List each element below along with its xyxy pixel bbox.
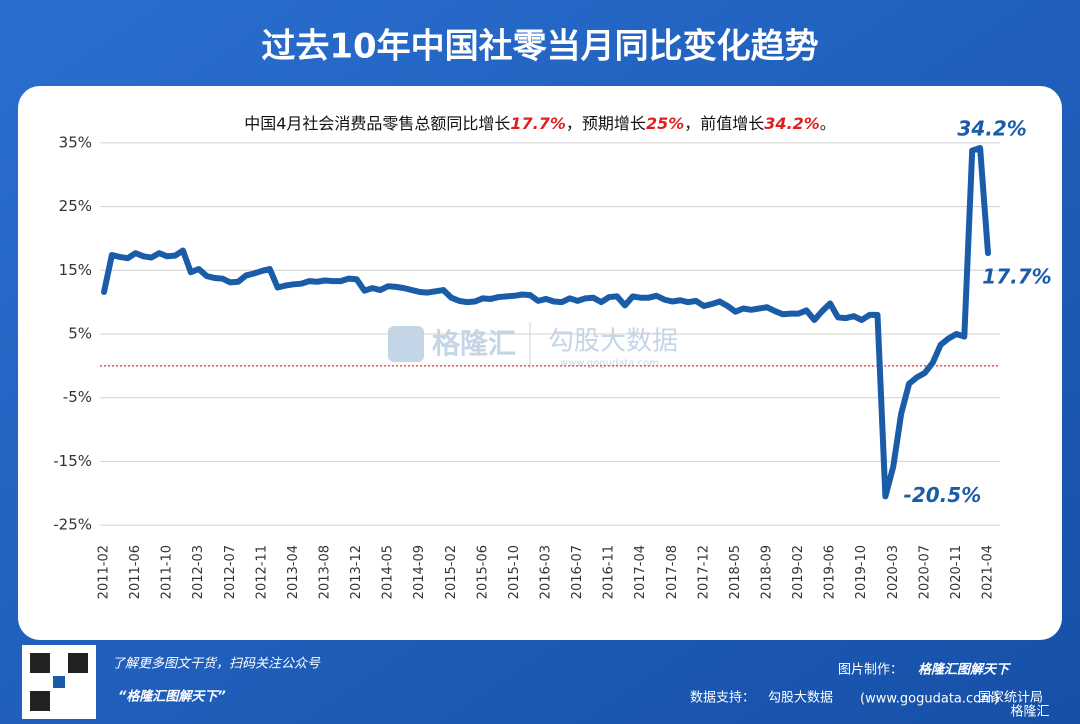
x-tick-label: 2014-05 bbox=[381, 545, 396, 599]
qr-code-part bbox=[68, 653, 88, 673]
x-tick-label: 2013-08 bbox=[318, 545, 333, 599]
footer-text: 数据支持： bbox=[690, 691, 755, 706]
y-tick-label: -5% bbox=[63, 388, 92, 406]
subtitle-part: ，前值增长 bbox=[684, 114, 764, 133]
y-tick-label: -25% bbox=[53, 516, 92, 534]
footer: 了解更多图文干货，扫码关注公众号 “格隆汇图解天下” 图片制作： 格隆汇图解天下… bbox=[22, 645, 1050, 720]
x-tick-label: 2021-04 bbox=[981, 545, 996, 599]
footer-text: 格隆汇图解天下 bbox=[918, 662, 1012, 678]
qr-code-part bbox=[53, 676, 65, 688]
subtitle-part: 中国4月社会消费品零售总额同比增长 bbox=[244, 114, 510, 133]
x-tick-label: 2016-11 bbox=[602, 545, 617, 599]
x-tick-label: 2020-07 bbox=[917, 545, 932, 599]
subtitle-part: 34.2% bbox=[764, 114, 820, 133]
qr-code-part bbox=[30, 653, 50, 673]
card bbox=[18, 86, 1062, 640]
x-tick-label: 2011-02 bbox=[97, 545, 112, 599]
x-tick-label: 2013-04 bbox=[286, 545, 301, 599]
watermark-logo bbox=[388, 326, 424, 362]
watermark: 格隆汇 勾股大数据 www.gogudata.com bbox=[388, 322, 678, 369]
x-tick-label: 2012-03 bbox=[191, 545, 206, 599]
y-tick-label: 35% bbox=[59, 133, 92, 151]
x-tick-label: 2016-03 bbox=[539, 545, 554, 599]
y-tick-label: -15% bbox=[53, 452, 92, 470]
watermark-text: www.gogudata.com bbox=[560, 358, 659, 369]
footer-text: 图片制作： bbox=[838, 663, 903, 678]
x-tick-label: 2018-09 bbox=[760, 545, 775, 599]
x-tick-label: 2015-06 bbox=[475, 545, 490, 599]
footer-text: (www.gogudata.com) bbox=[860, 692, 999, 707]
x-tick-label: 2020-03 bbox=[886, 545, 901, 599]
watermark-text: 格隆汇 bbox=[432, 327, 516, 360]
x-tick-label: 2015-02 bbox=[444, 545, 459, 599]
x-tick-label: 2016-07 bbox=[570, 545, 585, 599]
x-tick-label: 2017-04 bbox=[633, 545, 648, 599]
data-label: -20.5% bbox=[904, 483, 982, 507]
y-tick-label: 15% bbox=[59, 261, 92, 279]
footer-logo: 格隆汇 bbox=[1010, 704, 1049, 720]
x-tick-label: 2012-07 bbox=[223, 545, 238, 599]
x-tick-label: 2014-09 bbox=[412, 545, 427, 599]
y-tick-label: 25% bbox=[59, 197, 92, 215]
x-tick-label: 2019-06 bbox=[823, 545, 838, 599]
x-tick-label: 2018-05 bbox=[728, 545, 743, 599]
data-label: 17.7% bbox=[982, 265, 1051, 289]
qr-code-part bbox=[30, 691, 50, 711]
subtitle-part: 17.7% bbox=[510, 114, 566, 133]
footer-text: 勾股大数据 bbox=[768, 691, 833, 706]
chart-title: 过去10年中国社零当月同比变化趋势 bbox=[261, 27, 818, 67]
x-tick-label: 2011-06 bbox=[128, 545, 143, 599]
footer-text: “格隆汇图解天下” bbox=[118, 689, 226, 705]
x-tick-label: 2013-12 bbox=[349, 545, 364, 599]
footer-text: 国家统计局 bbox=[978, 690, 1043, 706]
x-tick-label: 2012-11 bbox=[254, 545, 269, 599]
x-tick-label: 2020-11 bbox=[949, 545, 964, 599]
x-tick-label: 2019-10 bbox=[854, 545, 869, 599]
subtitle-part: ，预期增长 bbox=[566, 114, 646, 133]
subtitle: 中国4月社会消费品零售总额同比增长17.7%，预期增长25%，前值增长34.2%… bbox=[244, 114, 836, 133]
subtitle-part: 25% bbox=[646, 114, 684, 133]
footer-text: 了解更多图文干货，扫码关注公众号 bbox=[112, 656, 321, 672]
line-series bbox=[101, 145, 991, 500]
x-tick-label: 2017-08 bbox=[665, 545, 680, 599]
subtitle-part: 。 bbox=[820, 114, 836, 133]
x-tick-label: 2017-12 bbox=[696, 545, 711, 599]
x-tick-label: 2011-10 bbox=[160, 545, 175, 599]
y-tick-label: 5% bbox=[68, 325, 92, 343]
x-tick-label: 2019-02 bbox=[791, 545, 806, 599]
watermark-text: 勾股大数据 bbox=[548, 327, 678, 357]
data-label: 34.2% bbox=[957, 117, 1026, 141]
x-tick-label: 2015-10 bbox=[507, 545, 522, 599]
